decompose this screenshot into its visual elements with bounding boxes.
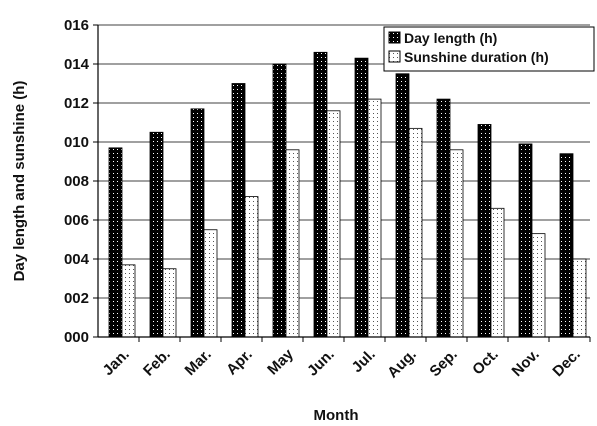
- bars: [108, 51, 587, 338]
- x-tick-label: Jul.: [349, 346, 379, 376]
- bar-sunshine-duration: [244, 196, 259, 338]
- y-tick-label: 000: [64, 329, 89, 346]
- y-tick-label: 012: [64, 95, 89, 112]
- bar-sunshine-duration: [285, 149, 300, 338]
- legend-swatch-sunshine-duration: [388, 50, 401, 63]
- x-tick-label: Mar.: [182, 346, 215, 379]
- bar-sunshine-duration: [121, 264, 136, 338]
- bar-sunshine-duration: [203, 229, 218, 338]
- x-tick-label: Feb.: [140, 346, 174, 380]
- x-tick-label: Aug.: [384, 346, 420, 382]
- bar-sunshine-duration: [162, 268, 177, 338]
- bar-day-length: [436, 98, 451, 338]
- y-tick-label: 016: [64, 17, 89, 34]
- bar-sunshine-duration: [408, 127, 423, 338]
- x-tick-label: Dec.: [549, 346, 583, 380]
- bar-sunshine-duration: [449, 149, 464, 338]
- bar-day-length: [190, 108, 205, 338]
- bar-sunshine-duration: [572, 258, 587, 338]
- bar-sunshine-duration: [531, 233, 546, 338]
- y-tick-label: 014: [64, 56, 90, 73]
- bar-day-length: [559, 153, 574, 338]
- x-tick-label: Oct.: [469, 346, 502, 379]
- bar-day-length: [149, 131, 164, 338]
- bar-day-length: [108, 147, 123, 338]
- legend: Day length (h) Sunshine duration (h): [383, 26, 595, 72]
- bar-day-length: [313, 51, 328, 338]
- y-axis-ticks: 000 002 004 006 008 010 012 014 016: [64, 17, 98, 346]
- legend-label-day-length: Day length (h): [404, 30, 497, 46]
- x-tick-label: Nov.: [509, 346, 543, 380]
- x-axis-title: Month: [314, 407, 359, 424]
- bar-day-length: [272, 63, 287, 338]
- bar-day-length: [354, 57, 369, 338]
- bar-sunshine-duration: [490, 207, 505, 338]
- y-tick-label: 002: [64, 290, 89, 307]
- legend-label-sunshine-duration: Sunshine duration (h): [404, 49, 549, 65]
- x-tick-label: Jan.: [100, 346, 133, 379]
- bar-day-length: [477, 124, 492, 338]
- bar-day-length: [518, 143, 533, 338]
- y-tick-label: 010: [64, 134, 89, 151]
- bar-sunshine-duration: [367, 98, 382, 338]
- y-tick-label: 006: [64, 212, 89, 229]
- legend-box: [383, 26, 595, 72]
- gridlines: [98, 24, 590, 299]
- bar-day-length: [395, 73, 410, 338]
- x-tick-label: May: [264, 345, 297, 378]
- bar-sunshine-duration: [326, 110, 341, 338]
- y-axis-title: Day length and sunshine (h): [11, 81, 28, 282]
- y-tick-label: 008: [64, 173, 89, 190]
- bar-day-length: [231, 83, 246, 338]
- x-tick-label: Jun.: [304, 346, 338, 380]
- x-tick-label: Apr.: [223, 346, 256, 379]
- x-tick-label: Sep.: [426, 346, 460, 380]
- y-tick-label: 004: [64, 251, 90, 268]
- x-axis-ticks: Jan. Feb. Mar. Apr. May Jun. Jul. Aug. Sep. Oct. N…: [100, 337, 591, 382]
- legend-swatch-day-length: [388, 31, 401, 44]
